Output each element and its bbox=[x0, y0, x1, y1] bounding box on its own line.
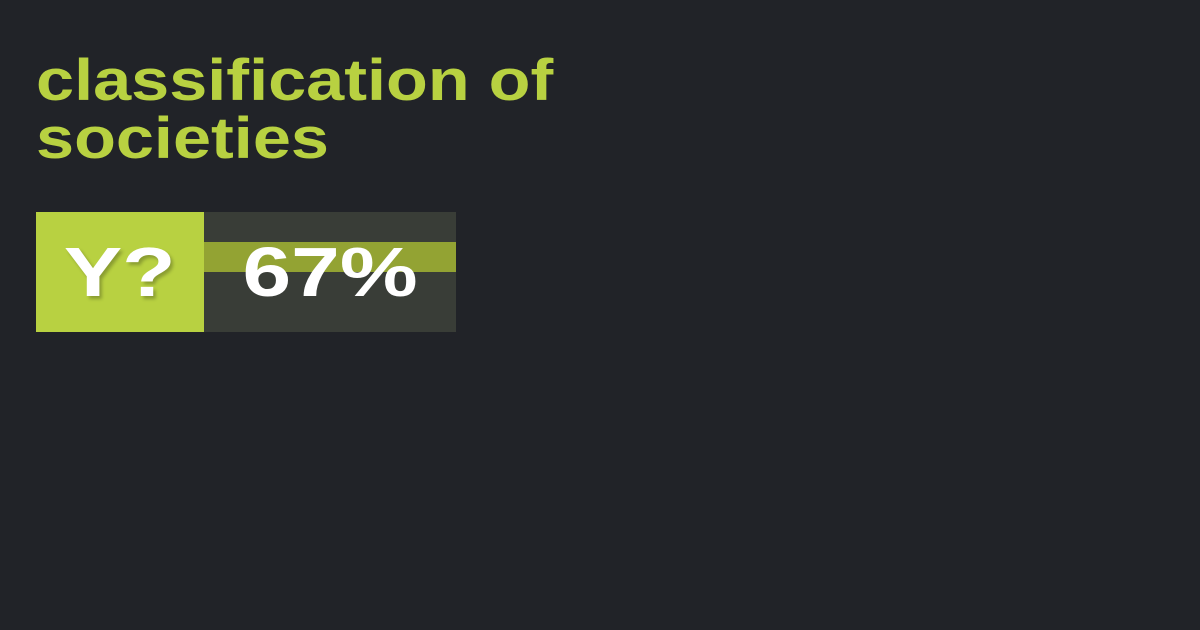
score-badge: Y? 67% bbox=[36, 212, 456, 332]
badge-label: Y? bbox=[64, 233, 176, 311]
accent-band bbox=[204, 242, 456, 272]
badge-value: 67% bbox=[242, 233, 418, 311]
badge-label-box: Y? bbox=[36, 212, 204, 332]
badge-value-box: 67% bbox=[204, 212, 456, 332]
page-title: classification of societies bbox=[36, 48, 554, 171]
